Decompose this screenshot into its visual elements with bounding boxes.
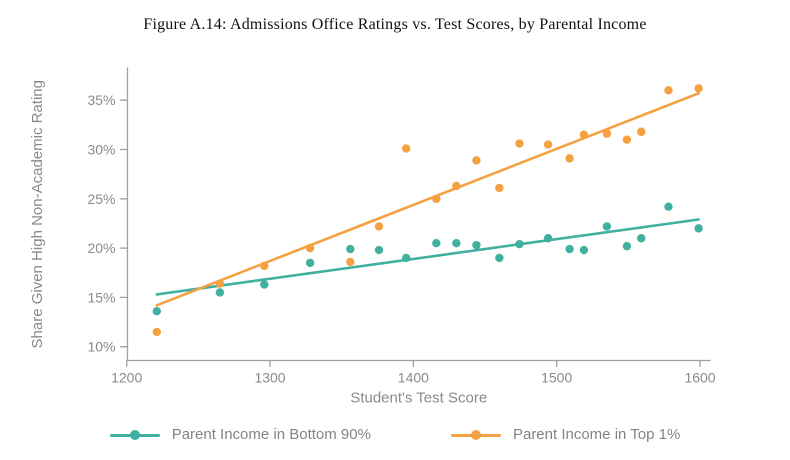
figure-title: Figure A.14: Admissions Office Ratings v… xyxy=(143,16,647,33)
y-tick-label: 30% xyxy=(87,142,115,158)
legend-item-bottom90: Parent Income in Bottom 90% xyxy=(109,426,371,443)
data-point-series-0 xyxy=(694,224,703,233)
data-point-series-1 xyxy=(346,257,355,267)
fit-line-series-1 xyxy=(155,91,700,307)
data-point-series-1 xyxy=(432,194,441,203)
x-axis-title: Student's Test Score xyxy=(350,390,487,407)
data-point-series-0 xyxy=(260,280,269,289)
data-point-series-0 xyxy=(622,241,632,251)
data-point-series-1 xyxy=(637,127,646,136)
chart-legend: Parent Income in Bottom 90% Parent Incom… xyxy=(0,426,790,443)
data-point-series-0 xyxy=(515,239,524,249)
data-point-series-0 xyxy=(432,238,441,248)
data-point-series-1 xyxy=(152,327,161,337)
x-tick-label: 1500 xyxy=(541,370,572,386)
y-tick-label: 10% xyxy=(87,339,115,355)
y-tick-label: 35% xyxy=(87,92,115,108)
legend-item-top1: Parent Income in Top 1% xyxy=(450,426,681,443)
data-point-series-0 xyxy=(346,244,355,254)
data-point-series-1 xyxy=(401,144,411,153)
data-point-series-1 xyxy=(260,261,269,271)
fit-line-series-0 xyxy=(155,218,700,296)
data-point-series-1 xyxy=(694,84,703,93)
data-point-series-1 xyxy=(664,86,673,95)
x-tick-label: 1200 xyxy=(111,370,142,386)
x-tick-label: 1400 xyxy=(398,370,429,386)
data-point-series-1 xyxy=(215,279,225,288)
data-point-series-1 xyxy=(452,181,461,191)
legend-label-top1: Parent Income in Top 1% xyxy=(512,426,681,443)
data-point-series-0 xyxy=(565,244,574,254)
data-point-series-0 xyxy=(495,253,504,263)
data-point-series-0 xyxy=(215,288,225,297)
data-point-series-0 xyxy=(602,222,612,231)
data-point-series-1 xyxy=(565,154,574,163)
data-point-series-0 xyxy=(374,245,384,255)
legend-swatch-bottom90-icon xyxy=(109,429,160,440)
data-point-series-1 xyxy=(579,130,589,139)
data-point-series-1 xyxy=(305,243,315,253)
y-tick-label: 25% xyxy=(87,191,115,207)
y-tick-label: 15% xyxy=(87,289,115,305)
data-point-series-0 xyxy=(401,253,411,263)
y-axis-title: Share Given High Non-Academic Rating xyxy=(29,80,46,348)
data-point-series-1 xyxy=(543,140,553,149)
data-point-series-0 xyxy=(637,234,646,243)
data-point-series-1 xyxy=(515,139,524,148)
data-point-series-0 xyxy=(152,307,161,316)
data-point-series-0 xyxy=(305,258,315,268)
legend-label-bottom90: Parent Income in Bottom 90% xyxy=(171,426,371,443)
data-point-series-1 xyxy=(472,156,481,165)
x-tick-label: 1300 xyxy=(254,370,285,386)
data-point-series-0 xyxy=(452,238,461,248)
legend-swatch-top1-icon xyxy=(450,429,501,440)
data-point-series-1 xyxy=(374,222,384,231)
data-point-series-1 xyxy=(495,183,504,193)
y-tick-label: 20% xyxy=(87,240,115,256)
data-point-series-0 xyxy=(472,240,481,250)
data-point-series-0 xyxy=(664,202,673,211)
data-point-series-0 xyxy=(543,234,553,243)
data-point-series-0 xyxy=(579,245,589,255)
data-point-series-1 xyxy=(602,129,612,138)
data-point-series-1 xyxy=(622,135,632,144)
x-tick-label: 1600 xyxy=(684,370,715,386)
